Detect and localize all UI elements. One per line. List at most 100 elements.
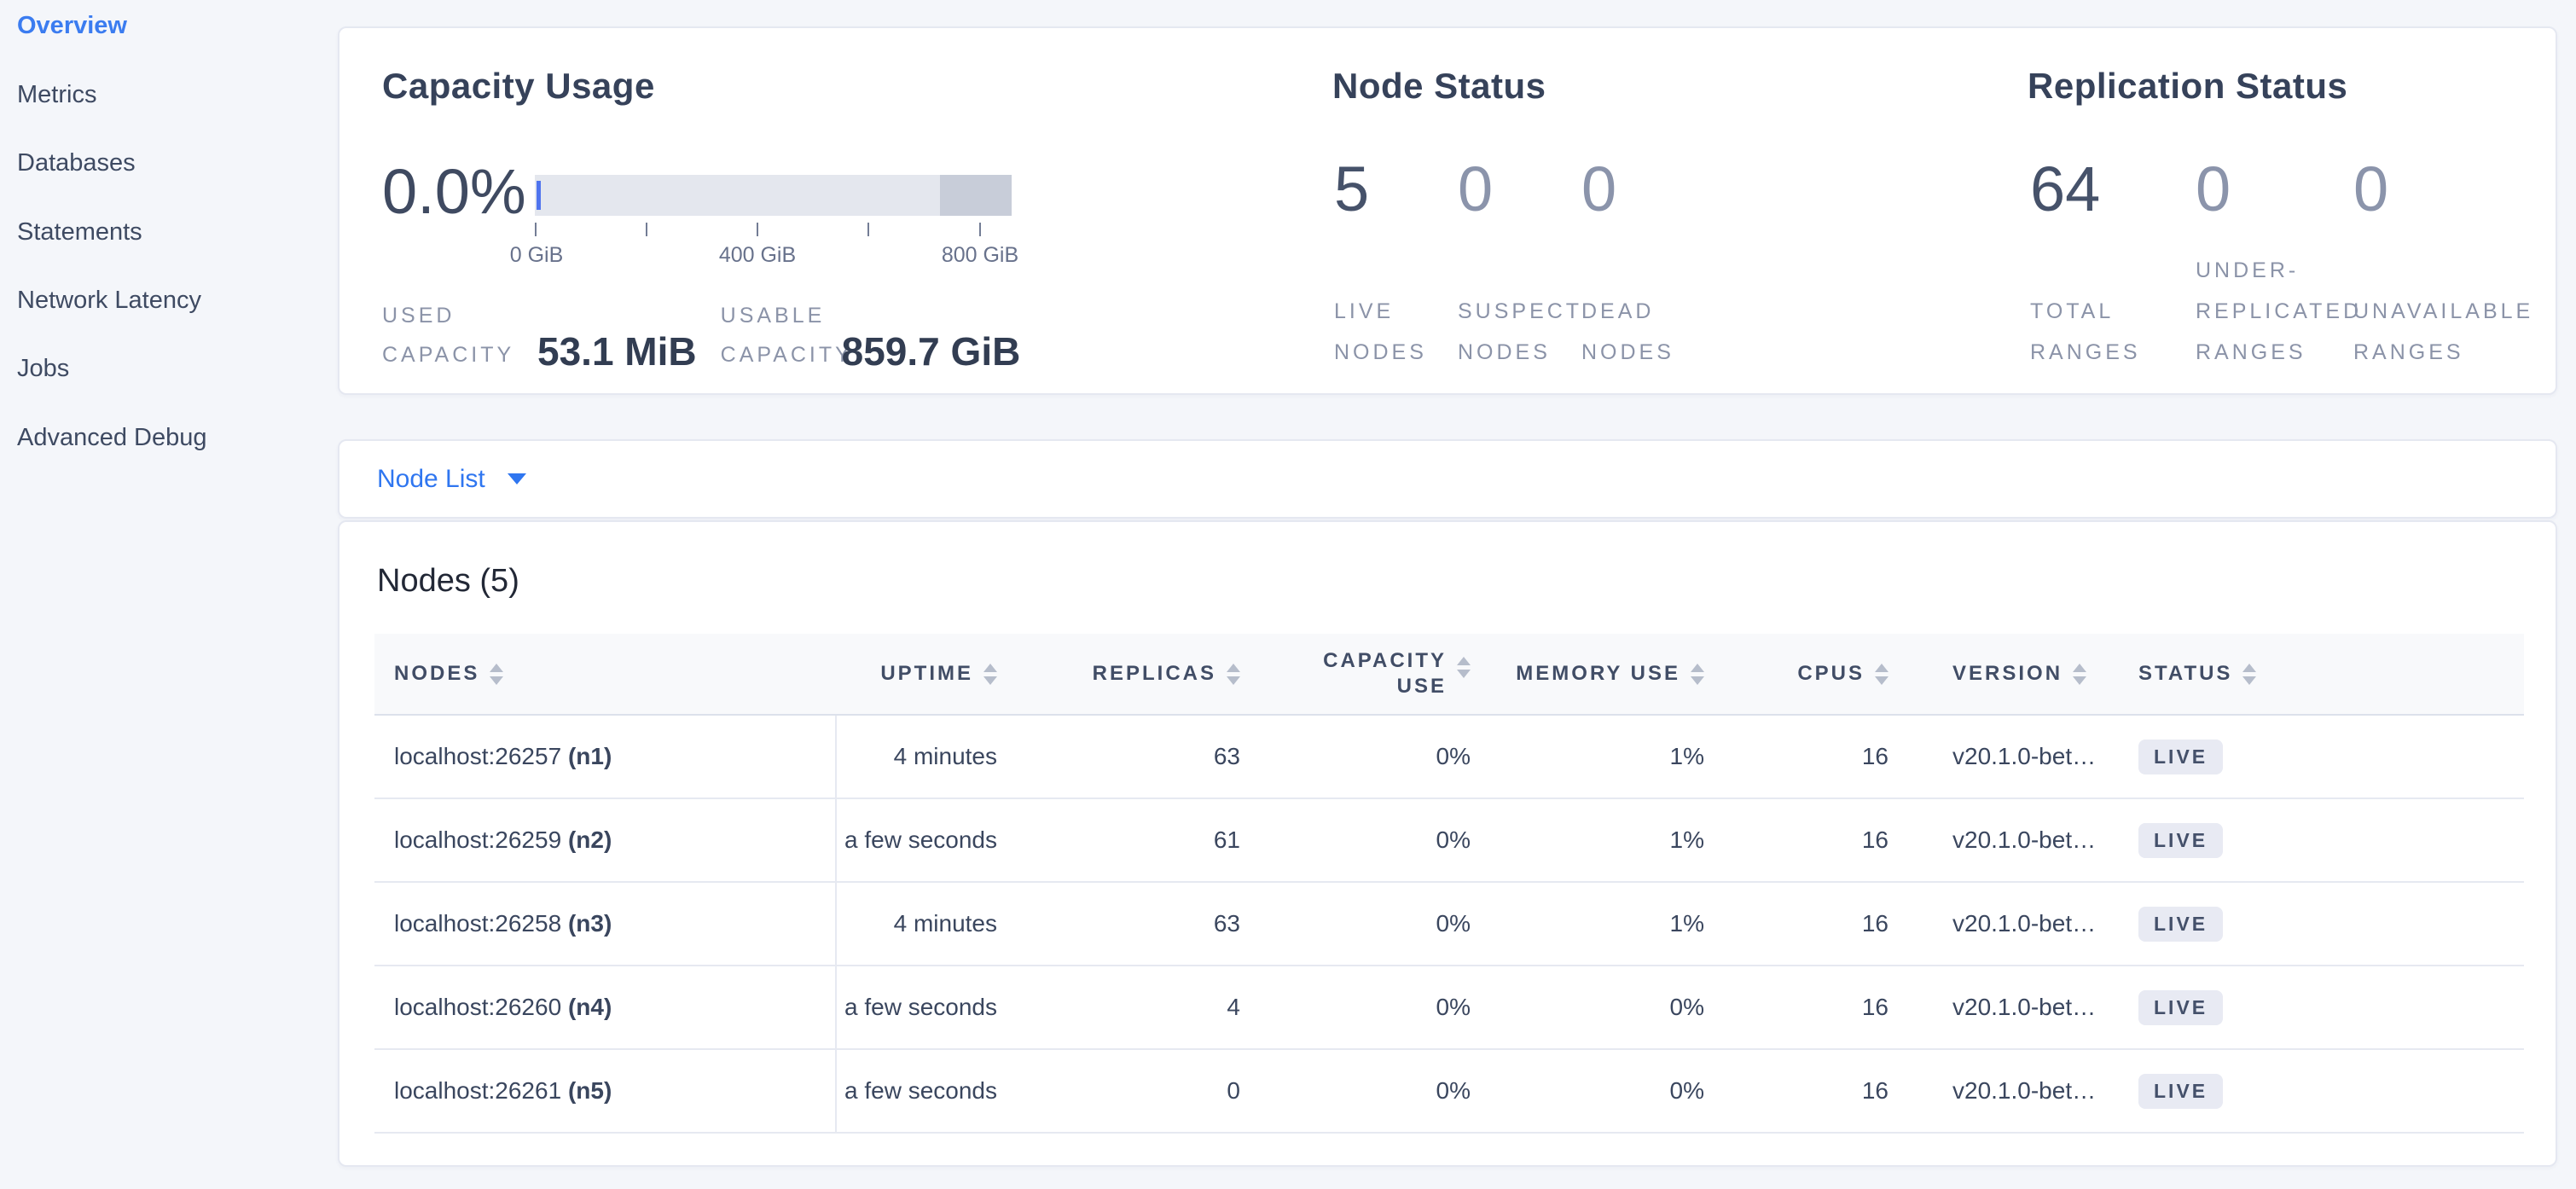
node-status-title: Node Status xyxy=(1332,66,1546,106)
memory-use-cell: 0% xyxy=(1669,1077,1704,1104)
node-name-cell[interactable]: localhost:26258 (n3) xyxy=(374,910,835,937)
node-id: (n2) xyxy=(567,826,612,853)
column-label: MEMORY USE xyxy=(1516,662,1680,685)
gauge-tick xyxy=(646,223,647,236)
node-address: localhost:26260 xyxy=(394,994,562,1020)
uptime-cell: a few seconds xyxy=(844,826,997,853)
table-row[interactable]: localhost:26261 (n5) a few seconds 0 0% … xyxy=(374,1050,2524,1134)
node-id: (n1) xyxy=(567,743,612,769)
table-header-row: NODES UPTIME REPLICAS CAPACITY USE MEMOR… xyxy=(374,634,2524,716)
capacity-use-cell: 0% xyxy=(1436,826,1471,853)
column-header-version[interactable]: VERSION xyxy=(1923,662,2109,686)
version-cell: v20.1.0-bet… xyxy=(1952,826,2097,853)
gauge-other-segment xyxy=(940,175,1012,216)
sort-icon[interactable] xyxy=(490,663,504,685)
sidebar-item-overview[interactable]: Overview xyxy=(17,12,127,39)
sort-icon[interactable] xyxy=(1457,657,1471,678)
table-row[interactable]: localhost:26258 (n3) 4 minutes 63 0% 1% … xyxy=(374,883,2524,966)
status-badge: LIVE xyxy=(2138,822,2224,858)
nodes-table: NODES UPTIME REPLICAS CAPACITY USE MEMOR… xyxy=(374,634,2524,1134)
node-address: localhost:26258 xyxy=(394,910,562,937)
column-header-status[interactable]: STATUS xyxy=(2109,662,2524,686)
node-name-cell[interactable]: localhost:26260 (n4) xyxy=(374,994,835,1021)
node-list-dropdown-label[interactable]: Node List xyxy=(377,464,485,493)
version-cell: v20.1.0-bet… xyxy=(1952,743,2097,769)
suspect-nodes-stat: 0 SUSPECT NODES xyxy=(1458,156,1579,373)
unavailable-ranges-value: 0 xyxy=(2353,154,2389,224)
gauge-axis-label: 0 GiB xyxy=(509,243,564,267)
memory-use-cell: 1% xyxy=(1669,743,1704,769)
column-label: STATUS xyxy=(2138,662,2233,685)
live-nodes-stat: 5 LIVE NODES xyxy=(1334,156,1455,373)
status-badge: LIVE xyxy=(2138,739,2224,774)
cluster-summary-card: Capacity Usage 0.0% 0 GiB 400 GiB 800 Gi… xyxy=(338,26,2557,395)
sidebar-item-statements[interactable]: Statements xyxy=(17,218,142,246)
column-label: REPLICAS xyxy=(1092,662,1216,685)
version-cell: v20.1.0-bet… xyxy=(1952,1077,2097,1104)
gauge-tick xyxy=(867,223,869,236)
capacity-use-cell: 0% xyxy=(1436,1077,1471,1104)
status-cell: LIVE xyxy=(2109,906,2524,942)
usable-capacity-label: USABLE CAPACITY xyxy=(720,304,853,367)
status-cell: LIVE xyxy=(2109,822,2524,858)
unavailable-ranges-label: UNAVAILABLE RANGES xyxy=(2353,299,2534,364)
table-column-divider xyxy=(835,716,837,1134)
sort-icon[interactable] xyxy=(2242,663,2257,685)
sidebar-item-advanced-debug[interactable]: Advanced Debug xyxy=(17,424,207,451)
used-capacity-label: USED CAPACITY xyxy=(382,304,515,367)
column-label: VERSION xyxy=(1952,662,2063,685)
sort-icon[interactable] xyxy=(983,663,997,685)
nodes-table-title: Nodes (5) xyxy=(377,563,519,599)
under-replicated-ranges-label: UNDER-REPLICATED RANGES xyxy=(2196,258,2363,364)
replicas-cell: 63 xyxy=(1213,910,1240,937)
node-name-cell[interactable]: localhost:26257 (n1) xyxy=(374,743,835,770)
replication-status-title: Replication Status xyxy=(2028,66,2348,106)
dead-nodes-stat: 0 DEAD NODES xyxy=(1581,156,1709,373)
column-header-cpus[interactable]: CPUS xyxy=(1738,662,1923,686)
column-header-memory-use[interactable]: MEMORY USE xyxy=(1505,662,1738,686)
gauge-bar xyxy=(535,175,1012,216)
total-ranges-stat: 64 TOTAL RANGES xyxy=(2030,156,2145,373)
live-nodes-value: 5 xyxy=(1334,154,1370,224)
sidebar-item-network-latency[interactable]: Network Latency xyxy=(17,287,201,314)
nodes-table-card: Nodes (5) NODES UPTIME REPLICAS CAPACITY… xyxy=(338,520,2557,1167)
sort-icon[interactable] xyxy=(1875,663,1888,685)
node-list-dropdown[interactable]: Node List xyxy=(339,441,2556,517)
suspect-nodes-value: 0 xyxy=(1458,154,1494,224)
node-id: (n3) xyxy=(567,910,612,937)
total-ranges-label: TOTAL RANGES xyxy=(2030,299,2141,364)
chevron-down-icon[interactable] xyxy=(507,473,526,484)
gauge-tick xyxy=(535,223,537,236)
cpus-cell: 16 xyxy=(1861,743,1888,769)
column-label: UPTIME xyxy=(880,662,973,685)
table-row[interactable]: localhost:26260 (n4) a few seconds 4 0% … xyxy=(374,966,2524,1050)
replicas-cell: 4 xyxy=(1227,994,1240,1020)
unavailable-ranges-stat: 0 UNAVAILABLE RANGES xyxy=(2353,156,2548,373)
sort-icon[interactable] xyxy=(2073,663,2087,685)
table-row[interactable]: localhost:26259 (n2) a few seconds 61 0%… xyxy=(374,799,2524,883)
column-header-uptime[interactable]: UPTIME xyxy=(835,662,1031,686)
table-row[interactable]: localhost:26257 (n1) 4 minutes 63 0% 1% … xyxy=(374,716,2524,799)
node-name-cell[interactable]: localhost:26261 (n5) xyxy=(374,1077,835,1105)
column-header-replicas[interactable]: REPLICAS xyxy=(1031,662,1274,686)
replicas-cell: 61 xyxy=(1213,826,1240,853)
under-replicated-ranges-value: 0 xyxy=(2196,154,2231,224)
gauge-axis-label: 400 GiB xyxy=(718,243,797,267)
sort-icon[interactable] xyxy=(1227,663,1240,685)
sidebar-item-metrics[interactable]: Metrics xyxy=(17,81,97,108)
sidebar-item-databases[interactable]: Databases xyxy=(17,149,136,177)
sort-icon[interactable] xyxy=(1691,663,1704,685)
status-cell: LIVE xyxy=(2109,989,2524,1025)
replicas-cell: 63 xyxy=(1213,743,1240,769)
suspect-nodes-label: SUSPECT NODES xyxy=(1458,299,1582,364)
uptime-cell: 4 minutes xyxy=(893,910,997,937)
cpus-cell: 16 xyxy=(1861,994,1888,1020)
status-badge: LIVE xyxy=(2138,989,2224,1025)
column-header-nodes[interactable]: NODES xyxy=(374,662,835,686)
usable-capacity-value: 859.7 GiB xyxy=(841,329,1021,374)
uptime-cell: 4 minutes xyxy=(893,743,997,769)
column-label: NODES xyxy=(394,662,480,685)
node-name-cell[interactable]: localhost:26259 (n2) xyxy=(374,826,835,854)
column-header-capacity-use[interactable]: CAPACITY USE xyxy=(1274,648,1505,699)
sidebar-item-jobs[interactable]: Jobs xyxy=(17,355,70,382)
